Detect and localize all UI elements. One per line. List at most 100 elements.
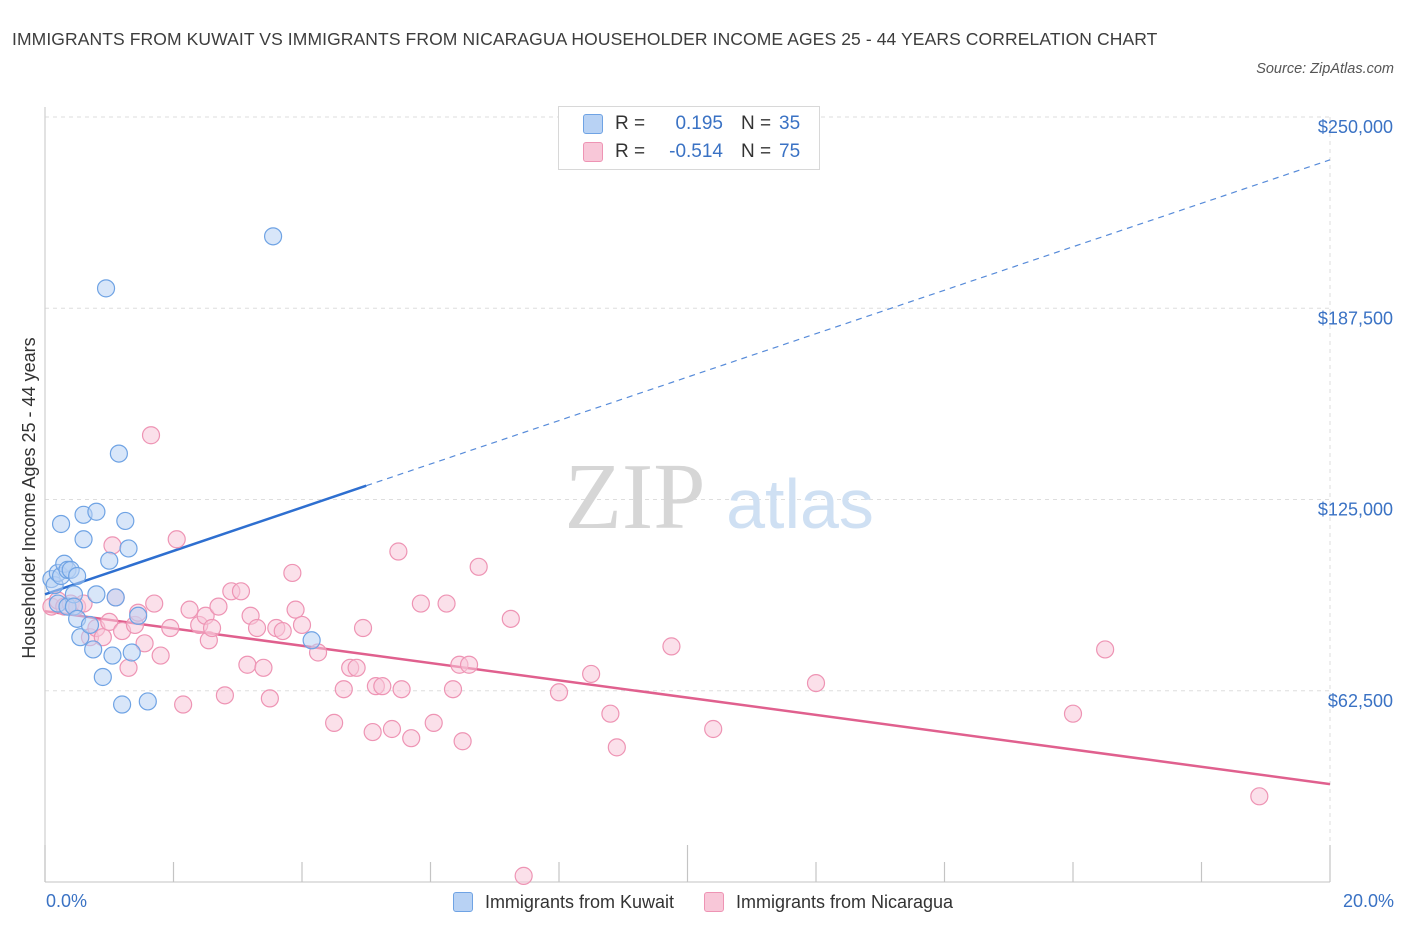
nicaragua-point [443,680,463,699]
nicaragua-point [135,634,154,653]
nicaragua-point [238,655,257,674]
kuwait-point [119,539,138,558]
kuwait-point [71,628,90,647]
nicaragua-point [325,713,344,732]
kuwait-trend-extension [366,159,1331,487]
nicaragua-point [260,689,279,708]
nicaragua-point [437,594,456,613]
nicaragua-swatch [583,142,603,162]
nicaragua-point [180,600,199,619]
kuwait-point [100,551,119,570]
nicaragua-point [141,426,161,445]
kuwait-point [103,646,122,665]
nicaragua-point [601,704,620,723]
source-label: Source: ZipAtlas.com [1256,61,1394,77]
data-points [42,227,1269,885]
legend-label: Immigrants from Kuwait [484,891,674,912]
nicaragua-point [607,738,626,757]
nicaragua-point [174,695,193,714]
nicaragua-point [292,615,312,635]
kuwait-point [51,514,71,534]
kuwait-point [74,530,93,549]
nicaragua-point [373,677,392,696]
nicaragua-point [286,600,305,619]
nicaragua-point [119,658,138,677]
y-axis-label: Householder Income Ages 25 - 44 years [19,337,39,658]
kuwait-point [80,615,100,635]
nicaragua-point [704,719,723,739]
n-value: 75 [779,141,801,162]
axes [44,107,1331,883]
nicaragua-point [209,597,228,616]
nicaragua-point [514,866,533,885]
nicaragua-point [103,536,122,555]
kuwait-point [87,502,106,521]
nicaragua-point [382,719,402,739]
y-tick-label: $250,000 [1318,117,1393,137]
kuwait-swatch [452,892,473,912]
nicaragua-point [254,658,273,677]
nicaragua-point [363,722,382,742]
nicaragua-point [100,612,119,632]
y-tick-label: $187,500 [1318,308,1393,328]
nicaragua-point [424,713,443,732]
legend-item-kuwait[interactable]: Immigrants from Kuwait [452,891,674,913]
stats-legend: R = 0.195 N = 35 R = -0.514 N = 75 [558,106,820,170]
kuwait-swatch [583,114,603,134]
nicaragua-point [167,530,186,549]
series-legend: Immigrants from Kuwait Immigrants from N… [0,888,1406,916]
r-label: R = [615,113,646,134]
kuwait-point [138,692,157,711]
y-tick-label: $125,000 [1318,500,1393,520]
nicaragua-point [283,563,302,583]
kuwait-point [93,667,112,687]
nicaragua-point [161,618,180,638]
watermark-zip: ZIP [565,445,706,549]
nicaragua-point [145,594,164,613]
kuwait-point [96,279,116,298]
nicaragua-point [1063,704,1083,723]
kuwait-point [112,695,132,714]
y-tick-label: $62,500 [1328,691,1393,711]
nicaragua-point [93,628,112,647]
kuwait-trend-line [44,484,367,596]
nicaragua-point [662,637,681,656]
legend-label: Immigrants from Nicaragua [735,891,954,912]
nicaragua-point [392,680,411,699]
kuwait-point [263,227,283,246]
nicaragua-point [411,594,430,613]
kuwait-point [106,588,125,607]
nicaragua-point [273,621,292,641]
nicaragua-point [459,655,479,674]
n-label: N = [741,141,772,162]
nicaragua-point [806,673,826,693]
nicaragua-point [402,729,421,748]
watermark-atlas: atlas [726,465,874,543]
chart-title: IMMIGRANTS FROM KUWAIT VS IMMIGRANTS FRO… [12,29,1158,49]
nicaragua-point [469,557,488,576]
x-tick-min: 0.0% [46,891,88,911]
y-tick-labels: $62,500 $125,000 $187,500 $250,000 [1318,117,1393,711]
r-label: R = [615,141,646,162]
nicaragua-point [334,680,353,699]
stats-row-kuwait: R = 0.195 N = 35 [583,111,800,137]
nicaragua-point [501,609,520,628]
x-tick-max: 20.0% [1342,891,1394,911]
kuwait-point [122,643,141,662]
kuwait-point [116,511,135,531]
nicaragua-point [1096,640,1115,659]
nicaragua-point [215,686,234,705]
nicaragua-swatch [703,892,724,912]
nicaragua-point [202,618,222,638]
kuwait-point [109,444,128,463]
nicaragua-point [347,658,366,677]
nicaragua-point [151,646,170,665]
kuwait-point [84,640,103,659]
nicaragua-point [353,618,373,638]
kuwait-point [87,585,106,604]
nicaragua-point [1250,787,1269,806]
nicaragua-point [453,732,472,751]
stats-row-nicaragua: R = -0.514 N = 75 [583,139,800,165]
legend-item-nicaragua[interactable]: Immigrants from Nicaragua [703,891,954,913]
